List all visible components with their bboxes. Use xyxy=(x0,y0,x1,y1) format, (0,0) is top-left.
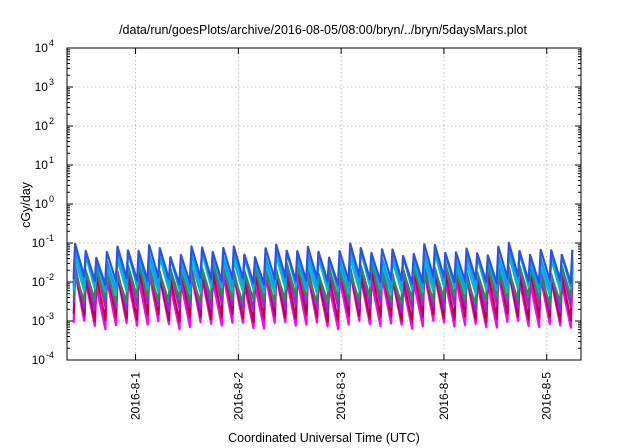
y-tick-label: 104 xyxy=(35,38,54,55)
x-tick-label: 2016-8-5 xyxy=(540,372,554,420)
y-tick-label: 100 xyxy=(35,194,54,211)
y-tick-label: 10-3 xyxy=(32,311,54,328)
x-tick-label: 2016-8-2 xyxy=(231,372,245,420)
series-line-4 xyxy=(72,261,574,306)
series-line-2 xyxy=(72,264,574,324)
chart-title: /data/run/goesPlots/archive/2016-08-05/0… xyxy=(119,23,527,37)
x-tick-label: 2016-8-4 xyxy=(437,372,451,420)
x-tick-label: 2016-8-1 xyxy=(129,372,143,420)
y-tick-label: 10-1 xyxy=(32,233,54,250)
x-tick-label: 2016-8-3 xyxy=(334,372,348,420)
series-layer xyxy=(72,241,574,331)
y-tick-label: 10-4 xyxy=(32,350,54,367)
y-tick-label: 10-2 xyxy=(32,272,54,289)
x-axis: 2016-8-1 2016-8-2 2016-8-3 2016-8-4 2016-8-5 xyxy=(129,48,554,420)
y-tick-label: 103 xyxy=(35,77,54,94)
series-line-7 xyxy=(72,241,574,286)
y-tick-label: 102 xyxy=(35,116,54,133)
y-axis-label: cGy/day xyxy=(19,181,33,228)
y-axis: 10-4 10-3 10-2 10-1 100 101 102 103 104 xyxy=(32,38,581,367)
x-axis-label: Coordinated Universal Time (UTC) xyxy=(228,431,420,445)
y-tick-label: 101 xyxy=(35,155,54,172)
